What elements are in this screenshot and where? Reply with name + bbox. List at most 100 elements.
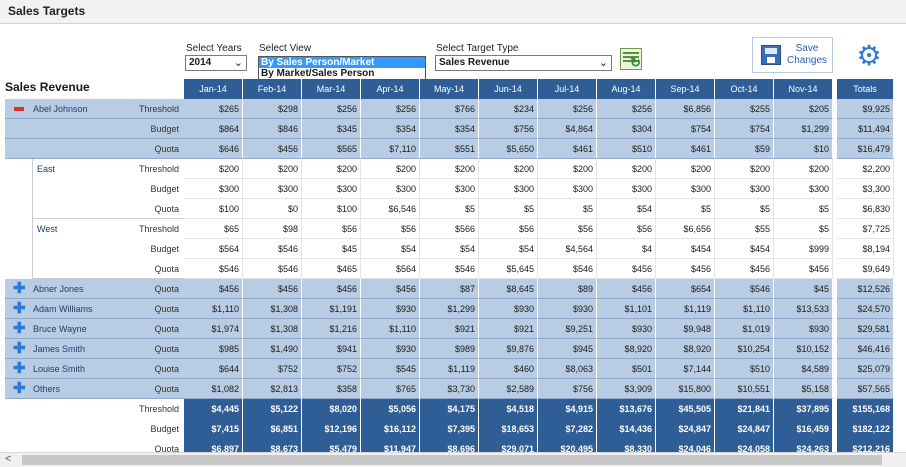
value-cell[interactable]: $9,251 xyxy=(538,319,597,339)
value-cell[interactable]: $3,730 xyxy=(420,379,479,399)
value-cell[interactable]: $465 xyxy=(302,259,361,279)
value-cell[interactable]: $2,589 xyxy=(479,379,538,399)
value-cell[interactable]: $45 xyxy=(774,279,833,299)
expand-icon[interactable]: ✚ xyxy=(13,300,26,317)
value-cell[interactable]: $13,533 xyxy=(774,299,833,319)
value-cell[interactable]: $765 xyxy=(361,379,420,399)
value-cell[interactable]: $7,144 xyxy=(656,359,715,379)
value-cell[interactable]: $300 xyxy=(243,179,302,199)
value-cell[interactable]: $501 xyxy=(597,359,656,379)
value-cell[interactable]: $1,490 xyxy=(243,339,302,359)
view-option-person-market[interactable]: By Sales Person/Market xyxy=(259,57,425,68)
value-cell[interactable]: $54 xyxy=(597,199,656,219)
value-cell[interactable]: $8,020 xyxy=(302,399,361,419)
value-cell[interactable]: $930 xyxy=(597,319,656,339)
value-cell[interactable]: $654 xyxy=(656,279,715,299)
years-select[interactable]: 2014 ⌄ xyxy=(185,55,247,71)
column-header[interactable]: Feb-14 xyxy=(243,79,302,99)
value-cell[interactable]: $16,459 xyxy=(774,419,833,439)
value-cell[interactable]: $4 xyxy=(597,239,656,259)
value-cell[interactable]: $54 xyxy=(361,239,420,259)
value-cell[interactable]: $5,056 xyxy=(361,399,420,419)
horizontal-scrollbar[interactable]: < xyxy=(0,452,906,467)
value-cell[interactable]: $200 xyxy=(597,159,656,179)
value-cell[interactable]: $9,948 xyxy=(656,319,715,339)
value-cell[interactable]: $510 xyxy=(597,139,656,159)
value-cell[interactable]: $1,119 xyxy=(656,299,715,319)
column-header[interactable]: Apr-14 xyxy=(361,79,420,99)
value-cell[interactable]: $1,299 xyxy=(774,119,833,139)
value-cell[interactable]: $10,254 xyxy=(715,339,774,359)
value-cell[interactable]: $300 xyxy=(479,179,538,199)
expand-icon[interactable]: ✚ xyxy=(13,340,26,357)
value-cell[interactable]: $298 xyxy=(243,99,302,119)
value-cell[interactable]: $756 xyxy=(538,379,597,399)
value-cell[interactable]: $989 xyxy=(420,339,479,359)
value-cell[interactable]: $5 xyxy=(774,199,833,219)
value-cell[interactable]: $59 xyxy=(715,139,774,159)
value-cell[interactable]: $4,589 xyxy=(774,359,833,379)
value-cell[interactable]: $456 xyxy=(774,259,833,279)
value-cell[interactable]: $200 xyxy=(715,159,774,179)
value-cell[interactable]: $21,841 xyxy=(715,399,774,419)
value-cell[interactable]: $546 xyxy=(243,239,302,259)
value-cell[interactable]: $4,864 xyxy=(538,119,597,139)
value-cell[interactable]: $846 xyxy=(243,119,302,139)
value-cell[interactable]: $1,191 xyxy=(302,299,361,319)
column-header[interactable]: Jan-14 xyxy=(184,79,243,99)
value-cell[interactable]: $56 xyxy=(538,219,597,239)
gear-icon[interactable]: ⚙ xyxy=(855,40,883,71)
value-cell[interactable]: $461 xyxy=(538,139,597,159)
value-cell[interactable]: $1,974 xyxy=(184,319,243,339)
value-cell[interactable]: $7,395 xyxy=(420,419,479,439)
value-cell[interactable]: $300 xyxy=(774,179,833,199)
value-cell[interactable]: $87 xyxy=(420,279,479,299)
value-cell[interactable]: $56 xyxy=(302,219,361,239)
value-cell[interactable]: $10 xyxy=(774,139,833,159)
value-cell[interactable]: $304 xyxy=(597,119,656,139)
value-cell[interactable]: $100 xyxy=(184,199,243,219)
value-cell[interactable]: $200 xyxy=(538,159,597,179)
value-cell[interactable]: $1,101 xyxy=(597,299,656,319)
value-cell[interactable]: $456 xyxy=(243,279,302,299)
value-cell[interactable]: $454 xyxy=(656,239,715,259)
value-cell[interactable]: $5,122 xyxy=(243,399,302,419)
value-cell[interactable]: $1,308 xyxy=(243,319,302,339)
value-cell[interactable]: $300 xyxy=(361,179,420,199)
value-cell[interactable]: $754 xyxy=(656,119,715,139)
value-cell[interactable]: $55 xyxy=(715,219,774,239)
column-header[interactable]: Jul-14 xyxy=(538,79,597,99)
value-cell[interactable]: $5 xyxy=(538,199,597,219)
value-cell[interactable]: $300 xyxy=(538,179,597,199)
value-cell[interactable]: $354 xyxy=(361,119,420,139)
value-cell[interactable]: $14,436 xyxy=(597,419,656,439)
value-cell[interactable]: $1,216 xyxy=(302,319,361,339)
value-cell[interactable]: $9,876 xyxy=(479,339,538,359)
value-cell[interactable]: $930 xyxy=(361,299,420,319)
value-cell[interactable]: $551 xyxy=(420,139,479,159)
value-cell[interactable]: $930 xyxy=(479,299,538,319)
value-cell[interactable]: $65 xyxy=(184,219,243,239)
value-cell[interactable]: $13,676 xyxy=(597,399,656,419)
value-cell[interactable]: $24,847 xyxy=(656,419,715,439)
column-header[interactable]: Mar-14 xyxy=(302,79,361,99)
value-cell[interactable]: $56 xyxy=(479,219,538,239)
value-cell[interactable]: $546 xyxy=(420,259,479,279)
value-cell[interactable]: $300 xyxy=(420,179,479,199)
value-cell[interactable]: $18,653 xyxy=(479,419,538,439)
value-cell[interactable]: $646 xyxy=(184,139,243,159)
column-header[interactable]: Oct-14 xyxy=(715,79,774,99)
value-cell[interactable]: $234 xyxy=(479,99,538,119)
value-cell[interactable]: $1,110 xyxy=(184,299,243,319)
value-cell[interactable]: $456 xyxy=(597,279,656,299)
value-cell[interactable]: $752 xyxy=(302,359,361,379)
value-cell[interactable]: $200 xyxy=(302,159,361,179)
value-cell[interactable]: $945 xyxy=(538,339,597,359)
value-cell[interactable]: $54 xyxy=(479,239,538,259)
value-cell[interactable]: $12,196 xyxy=(302,419,361,439)
column-header[interactable]: May-14 xyxy=(420,79,479,99)
value-cell[interactable]: $200 xyxy=(243,159,302,179)
column-header[interactable]: Jun-14 xyxy=(479,79,538,99)
value-cell[interactable]: $56 xyxy=(597,219,656,239)
value-cell[interactable]: $200 xyxy=(656,159,715,179)
